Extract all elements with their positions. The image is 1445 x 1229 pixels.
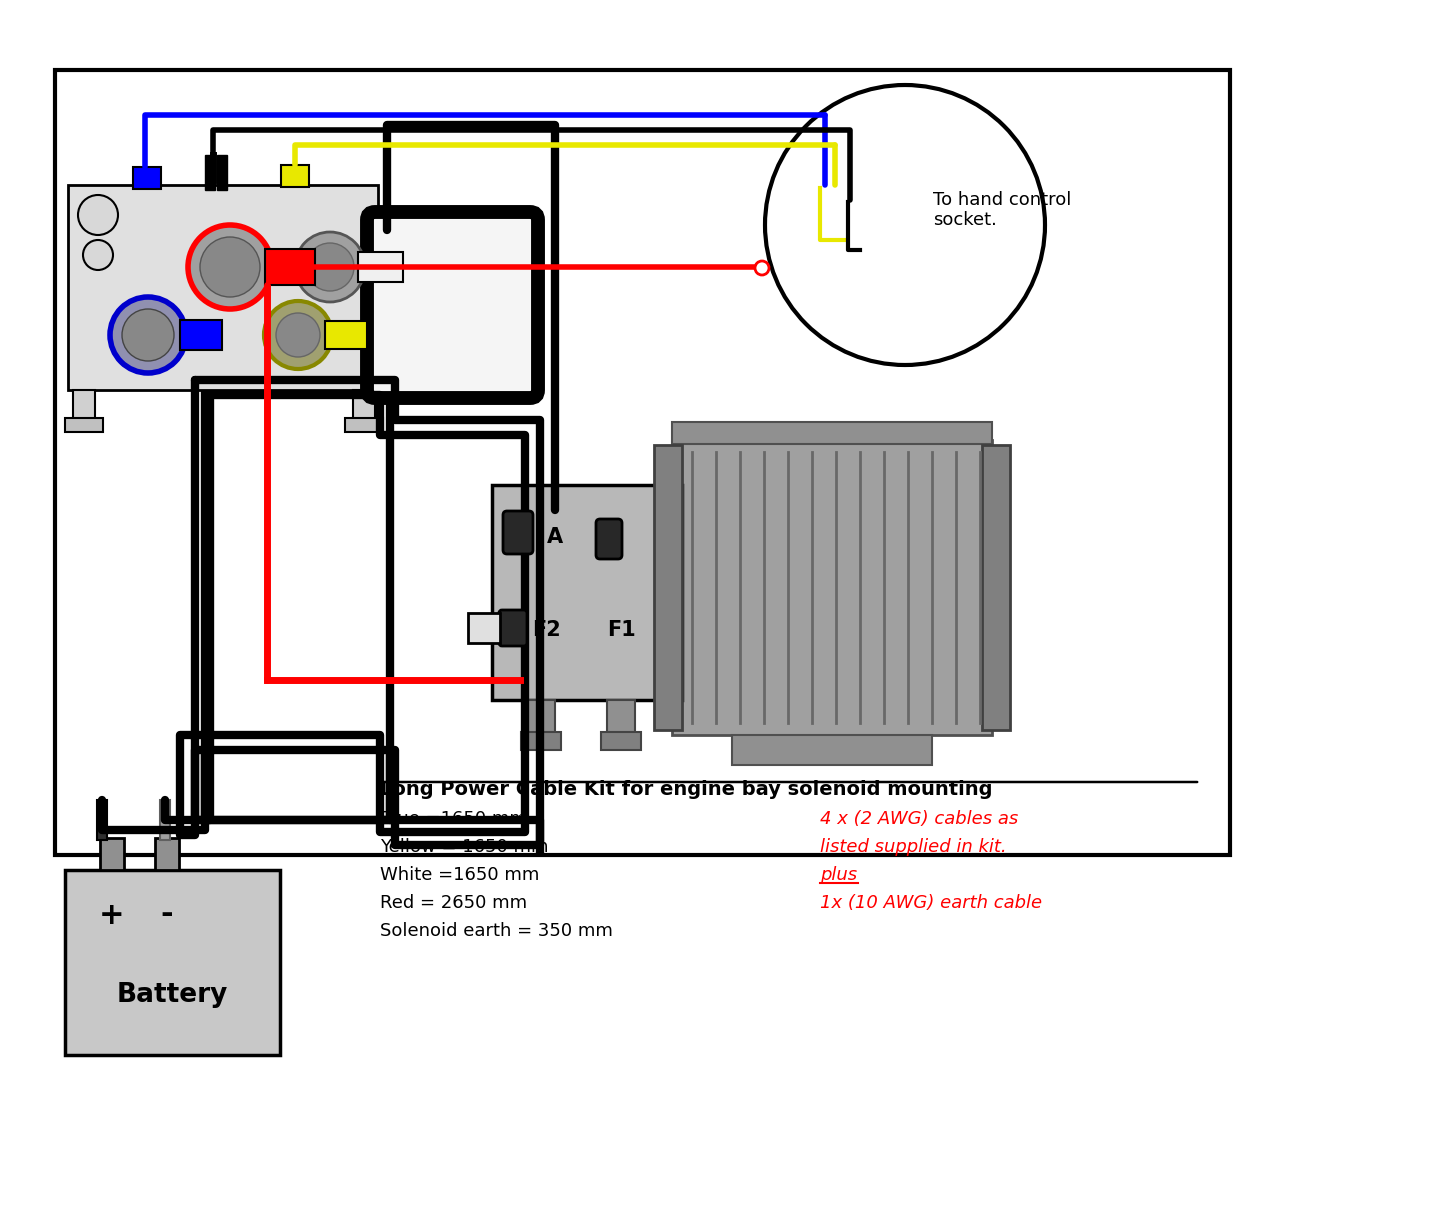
FancyBboxPatch shape: [491, 485, 682, 701]
Text: plus: plus: [819, 866, 857, 884]
Circle shape: [82, 240, 113, 270]
Text: F2: F2: [532, 619, 561, 640]
FancyBboxPatch shape: [280, 165, 309, 187]
Circle shape: [295, 232, 366, 302]
FancyBboxPatch shape: [325, 321, 367, 349]
Circle shape: [121, 308, 173, 361]
FancyBboxPatch shape: [100, 838, 124, 870]
Text: Solenoid earth = 350 mm: Solenoid earth = 350 mm: [380, 922, 613, 940]
Circle shape: [78, 195, 118, 235]
Text: To hand control
socket.: To hand control socket.: [933, 190, 1071, 230]
Text: F1: F1: [607, 619, 636, 640]
FancyBboxPatch shape: [68, 186, 379, 390]
FancyBboxPatch shape: [65, 870, 280, 1054]
FancyBboxPatch shape: [160, 800, 171, 839]
Text: White =1650 mm: White =1650 mm: [380, 866, 539, 884]
FancyBboxPatch shape: [499, 610, 527, 646]
Text: Battery: Battery: [117, 982, 228, 1008]
FancyBboxPatch shape: [345, 418, 383, 433]
Circle shape: [110, 297, 186, 372]
FancyBboxPatch shape: [503, 511, 533, 554]
Circle shape: [264, 301, 332, 369]
Circle shape: [276, 313, 319, 356]
FancyBboxPatch shape: [205, 155, 215, 190]
FancyBboxPatch shape: [217, 155, 227, 190]
FancyBboxPatch shape: [733, 735, 932, 764]
FancyBboxPatch shape: [983, 445, 1010, 730]
FancyBboxPatch shape: [353, 390, 376, 428]
FancyBboxPatch shape: [133, 167, 160, 189]
FancyBboxPatch shape: [358, 252, 403, 281]
FancyBboxPatch shape: [65, 418, 103, 433]
FancyBboxPatch shape: [655, 445, 682, 730]
FancyBboxPatch shape: [672, 422, 993, 444]
Text: Long Power Cable Kit for engine bay solenoid mounting: Long Power Cable Kit for engine bay sole…: [380, 780, 993, 799]
Text: 1x (10 AWG) earth cable: 1x (10 AWG) earth cable: [819, 893, 1042, 912]
Text: Blue =1650 mm: Blue =1650 mm: [380, 810, 527, 828]
FancyBboxPatch shape: [601, 732, 642, 750]
Circle shape: [199, 237, 260, 297]
FancyBboxPatch shape: [595, 519, 621, 559]
Text: 4 x (2 AWG) cables as: 4 x (2 AWG) cables as: [819, 810, 1019, 828]
FancyBboxPatch shape: [527, 701, 555, 740]
Text: listed supplied in kit.: listed supplied in kit.: [819, 838, 1007, 857]
Circle shape: [754, 261, 769, 275]
FancyBboxPatch shape: [367, 211, 538, 398]
FancyBboxPatch shape: [672, 440, 993, 735]
Text: Red = 2650 mm: Red = 2650 mm: [380, 893, 527, 912]
Text: A: A: [548, 527, 564, 547]
FancyBboxPatch shape: [74, 390, 95, 428]
FancyBboxPatch shape: [97, 800, 107, 839]
FancyBboxPatch shape: [264, 249, 315, 285]
FancyBboxPatch shape: [607, 701, 634, 740]
FancyBboxPatch shape: [468, 613, 500, 643]
Text: +: +: [100, 901, 124, 929]
FancyBboxPatch shape: [155, 838, 179, 870]
FancyBboxPatch shape: [522, 732, 561, 750]
Circle shape: [306, 243, 354, 291]
Circle shape: [188, 225, 272, 308]
Text: -: -: [160, 901, 173, 929]
Text: Yellow = 1650 mm: Yellow = 1650 mm: [380, 838, 549, 857]
FancyBboxPatch shape: [181, 320, 223, 350]
